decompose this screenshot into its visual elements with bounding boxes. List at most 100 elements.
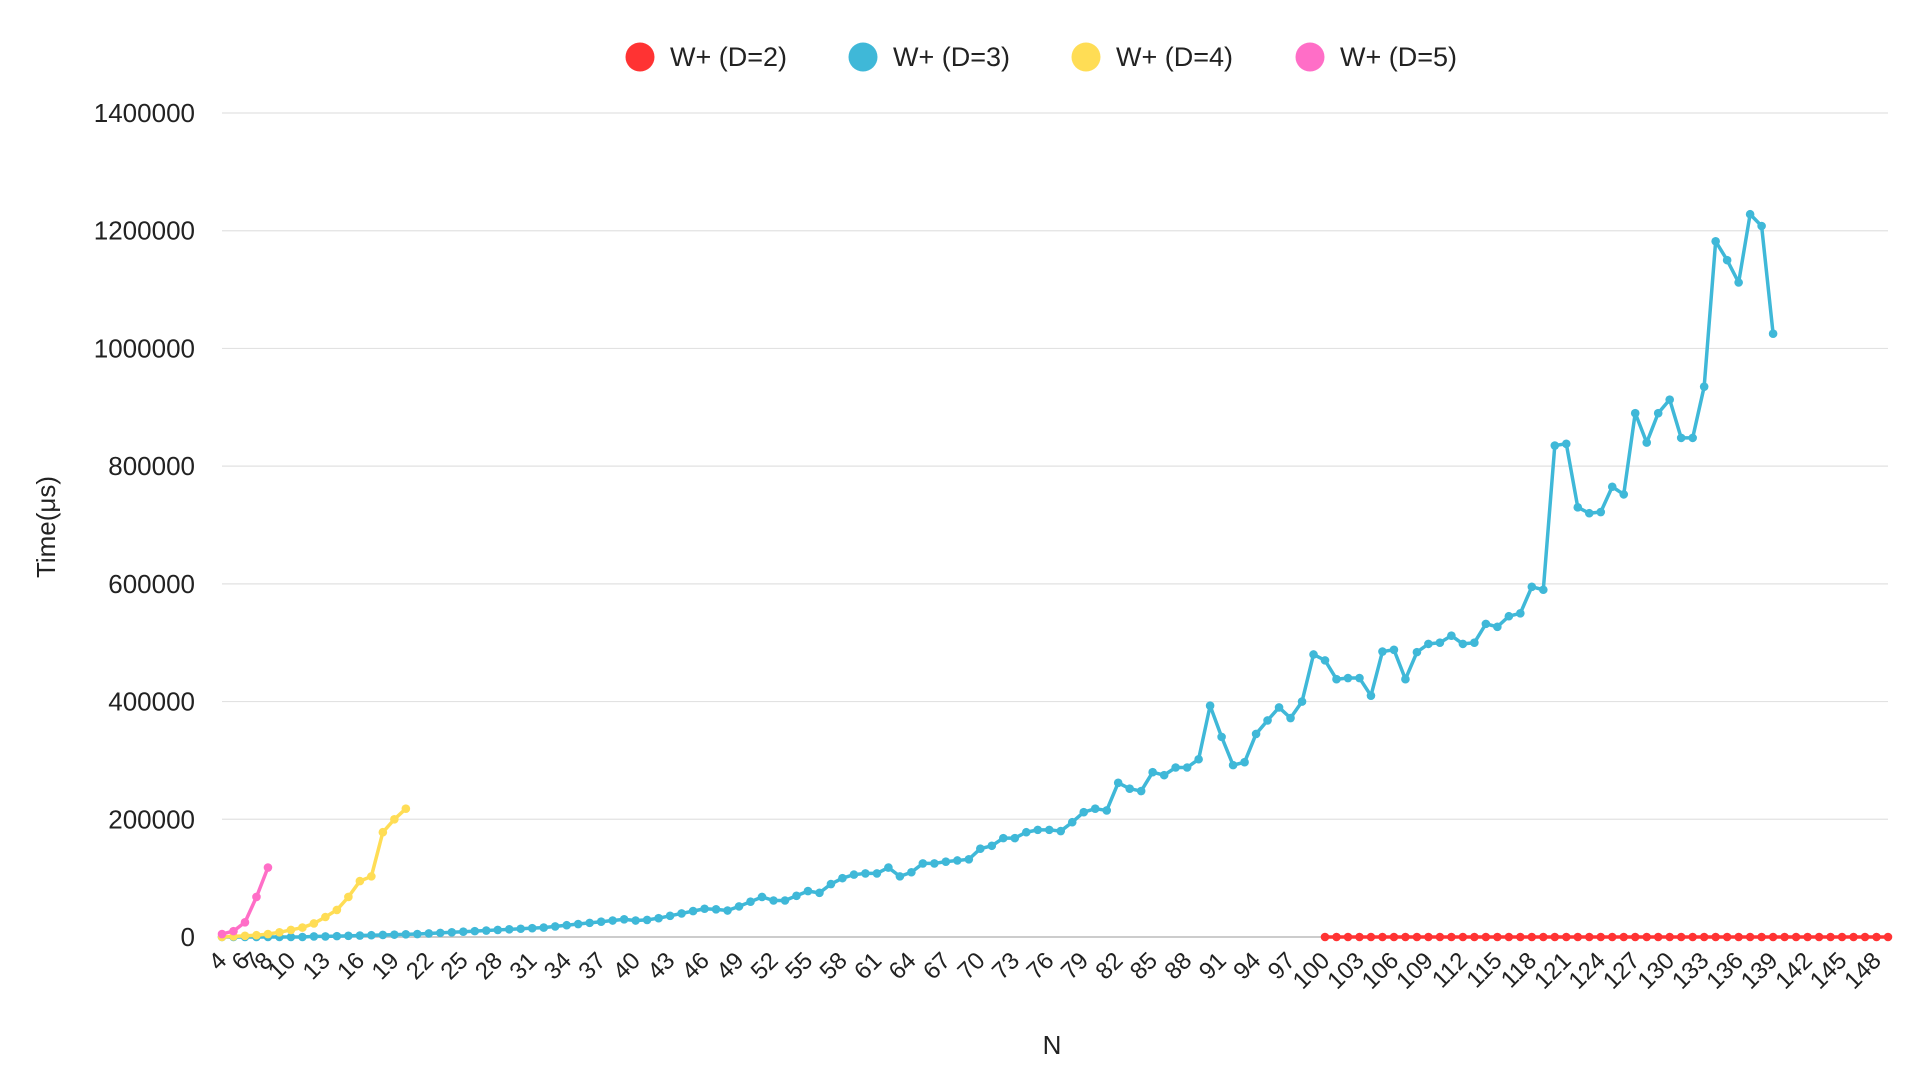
data-point <box>1366 691 1376 700</box>
series-line <box>221 807 408 939</box>
data-point <box>1493 622 1502 632</box>
x-tick-label: 25 <box>436 947 474 985</box>
data-point <box>677 909 686 918</box>
data-point <box>631 916 640 925</box>
x-tick-label: 148 <box>1839 947 1886 994</box>
data-point <box>1837 932 1847 942</box>
x-tick-label: 70 <box>953 947 991 985</box>
series-lines <box>217 209 1893 942</box>
data-point <box>1688 433 1697 443</box>
data-point <box>1125 784 1134 793</box>
x-tick-label: 79 <box>1056 947 1094 985</box>
x-tick-label: 19 <box>367 947 405 985</box>
data-point <box>1182 763 1192 772</box>
series-group <box>217 209 1778 942</box>
data-point <box>1447 932 1456 942</box>
data-point <box>1044 825 1054 835</box>
data-point <box>1607 482 1617 492</box>
data-point <box>1814 932 1824 942</box>
data-point <box>1860 932 1870 942</box>
x-tick-label: 88 <box>1159 947 1197 985</box>
y-axis-ticks: 0 200000 400000 600000 800000 1000000 1200000 1… <box>94 98 195 952</box>
data-point <box>252 930 261 940</box>
data-point <box>263 929 273 939</box>
data-point <box>654 913 663 923</box>
data-point <box>895 872 905 881</box>
data-point <box>286 932 296 942</box>
data-point <box>1550 932 1560 942</box>
data-point <box>815 888 824 898</box>
data-point <box>780 896 790 905</box>
data-point <box>1527 932 1537 942</box>
data-point <box>1642 438 1652 447</box>
data-point <box>700 904 709 914</box>
data-point <box>367 930 376 940</box>
data-point <box>1722 255 1732 265</box>
legend-marker <box>1295 42 1325 72</box>
data-point <box>1113 778 1123 788</box>
data-point <box>309 919 319 928</box>
data-point <box>263 863 273 872</box>
data-point <box>1355 932 1364 942</box>
x-tick-label: 94 <box>1228 947 1266 985</box>
data-point <box>321 932 330 941</box>
data-point <box>1355 673 1364 683</box>
data-point <box>1171 763 1180 772</box>
x-tick-label: 85 <box>1125 947 1163 985</box>
data-point <box>1366 932 1376 942</box>
data-point <box>1297 697 1307 706</box>
data-point <box>1516 932 1525 942</box>
data-point <box>872 869 882 878</box>
data-point <box>1470 638 1479 648</box>
x-tick-label: 73 <box>987 947 1025 985</box>
data-point <box>332 905 342 915</box>
data-point <box>1159 770 1169 780</box>
data-point <box>1780 932 1789 942</box>
data-point <box>424 929 434 938</box>
y-tick-label: 200000 <box>108 804 195 834</box>
data-point <box>344 892 353 902</box>
data-point <box>1826 932 1835 942</box>
data-point <box>1550 441 1560 450</box>
data-point <box>1194 754 1203 764</box>
data-point <box>1274 703 1284 712</box>
data-point <box>803 886 813 896</box>
legend-label: W+ (D=5) <box>1340 42 1457 72</box>
data-point <box>1653 932 1663 942</box>
data-point <box>1676 932 1686 942</box>
data-point <box>907 867 916 877</box>
data-point <box>642 915 652 925</box>
data-point <box>481 926 491 935</box>
data-point <box>1389 645 1399 655</box>
x-tick-label: 64 <box>884 947 922 985</box>
y-tick-label: 0 <box>181 922 195 952</box>
x-tick-label: 61 <box>849 947 887 985</box>
data-point <box>1010 833 1020 843</box>
data-point <box>585 918 594 928</box>
x-tick-label: 10 <box>263 947 301 985</box>
x-tick-label: 55 <box>780 947 818 985</box>
data-point <box>1584 932 1594 942</box>
data-point <box>367 872 376 881</box>
data-point <box>1504 932 1514 942</box>
data-point <box>1596 932 1606 942</box>
data-point <box>1389 932 1399 942</box>
data-point <box>332 931 342 941</box>
data-point <box>240 931 250 941</box>
data-point <box>378 930 388 940</box>
data-point <box>1734 278 1743 287</box>
data-point <box>1412 647 1422 657</box>
data-point <box>401 804 411 813</box>
data-point <box>217 929 227 939</box>
data-point <box>1607 932 1617 942</box>
data-point <box>1332 932 1341 942</box>
y-tick-label: 1400000 <box>94 98 195 128</box>
y-tick-label: 1000000 <box>94 333 195 363</box>
x-axis-title: N <box>1043 1030 1062 1060</box>
x-tick-label: 82 <box>1090 947 1128 985</box>
data-point <box>953 856 962 865</box>
data-point <box>1642 932 1652 942</box>
data-point <box>1504 611 1514 621</box>
data-point <box>838 873 847 883</box>
